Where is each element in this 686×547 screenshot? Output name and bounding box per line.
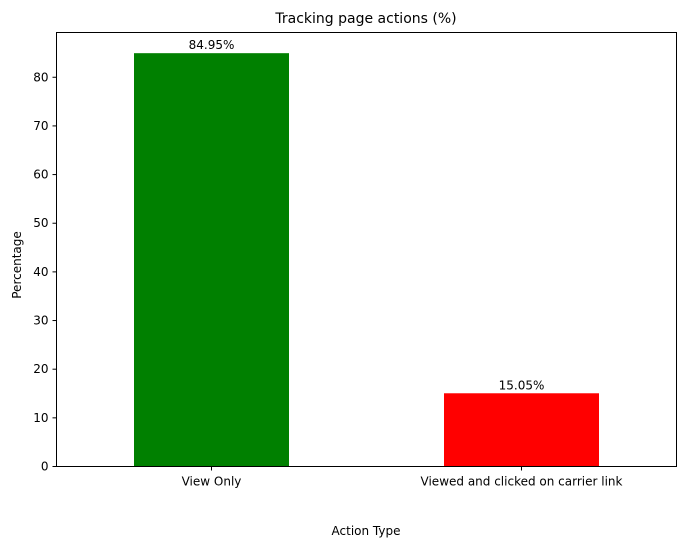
y-tick-label-7: 70 (33, 119, 48, 133)
x-tick-label-0: View Only (182, 475, 242, 489)
data-labels-group: 84.95% 15.05% (189, 38, 545, 392)
y-axis-label: Percentage (10, 231, 24, 299)
y-tick-label-6: 60 (33, 168, 48, 182)
bar-1 (444, 393, 599, 467)
data-label-0: 84.95% (189, 38, 235, 52)
data-label-1: 15.05% (499, 378, 545, 392)
y-tick-label-1: 10 (33, 411, 48, 425)
y-tick-label-0: 0 (41, 460, 49, 474)
y-tick-label-3: 30 (33, 314, 48, 328)
x-axis-ticks: View Only Viewed and clicked on carrier l… (182, 466, 623, 489)
y-tick-label-5: 50 (33, 216, 48, 230)
chart-title: Tracking page actions (%) (274, 11, 456, 27)
y-tick-label-2: 20 (33, 362, 48, 376)
y-axis-ticks: 0 10 20 30 40 50 60 70 80 (33, 70, 57, 474)
bars-group (134, 53, 599, 467)
y-tick-label-4: 40 (33, 265, 48, 279)
x-tick-label-1: Viewed and clicked on carrier link (421, 475, 623, 489)
bar-0 (134, 53, 289, 467)
x-axis-label: Action Type (332, 524, 401, 538)
y-tick-label-8: 80 (33, 70, 48, 84)
plot-frame (56, 32, 677, 467)
